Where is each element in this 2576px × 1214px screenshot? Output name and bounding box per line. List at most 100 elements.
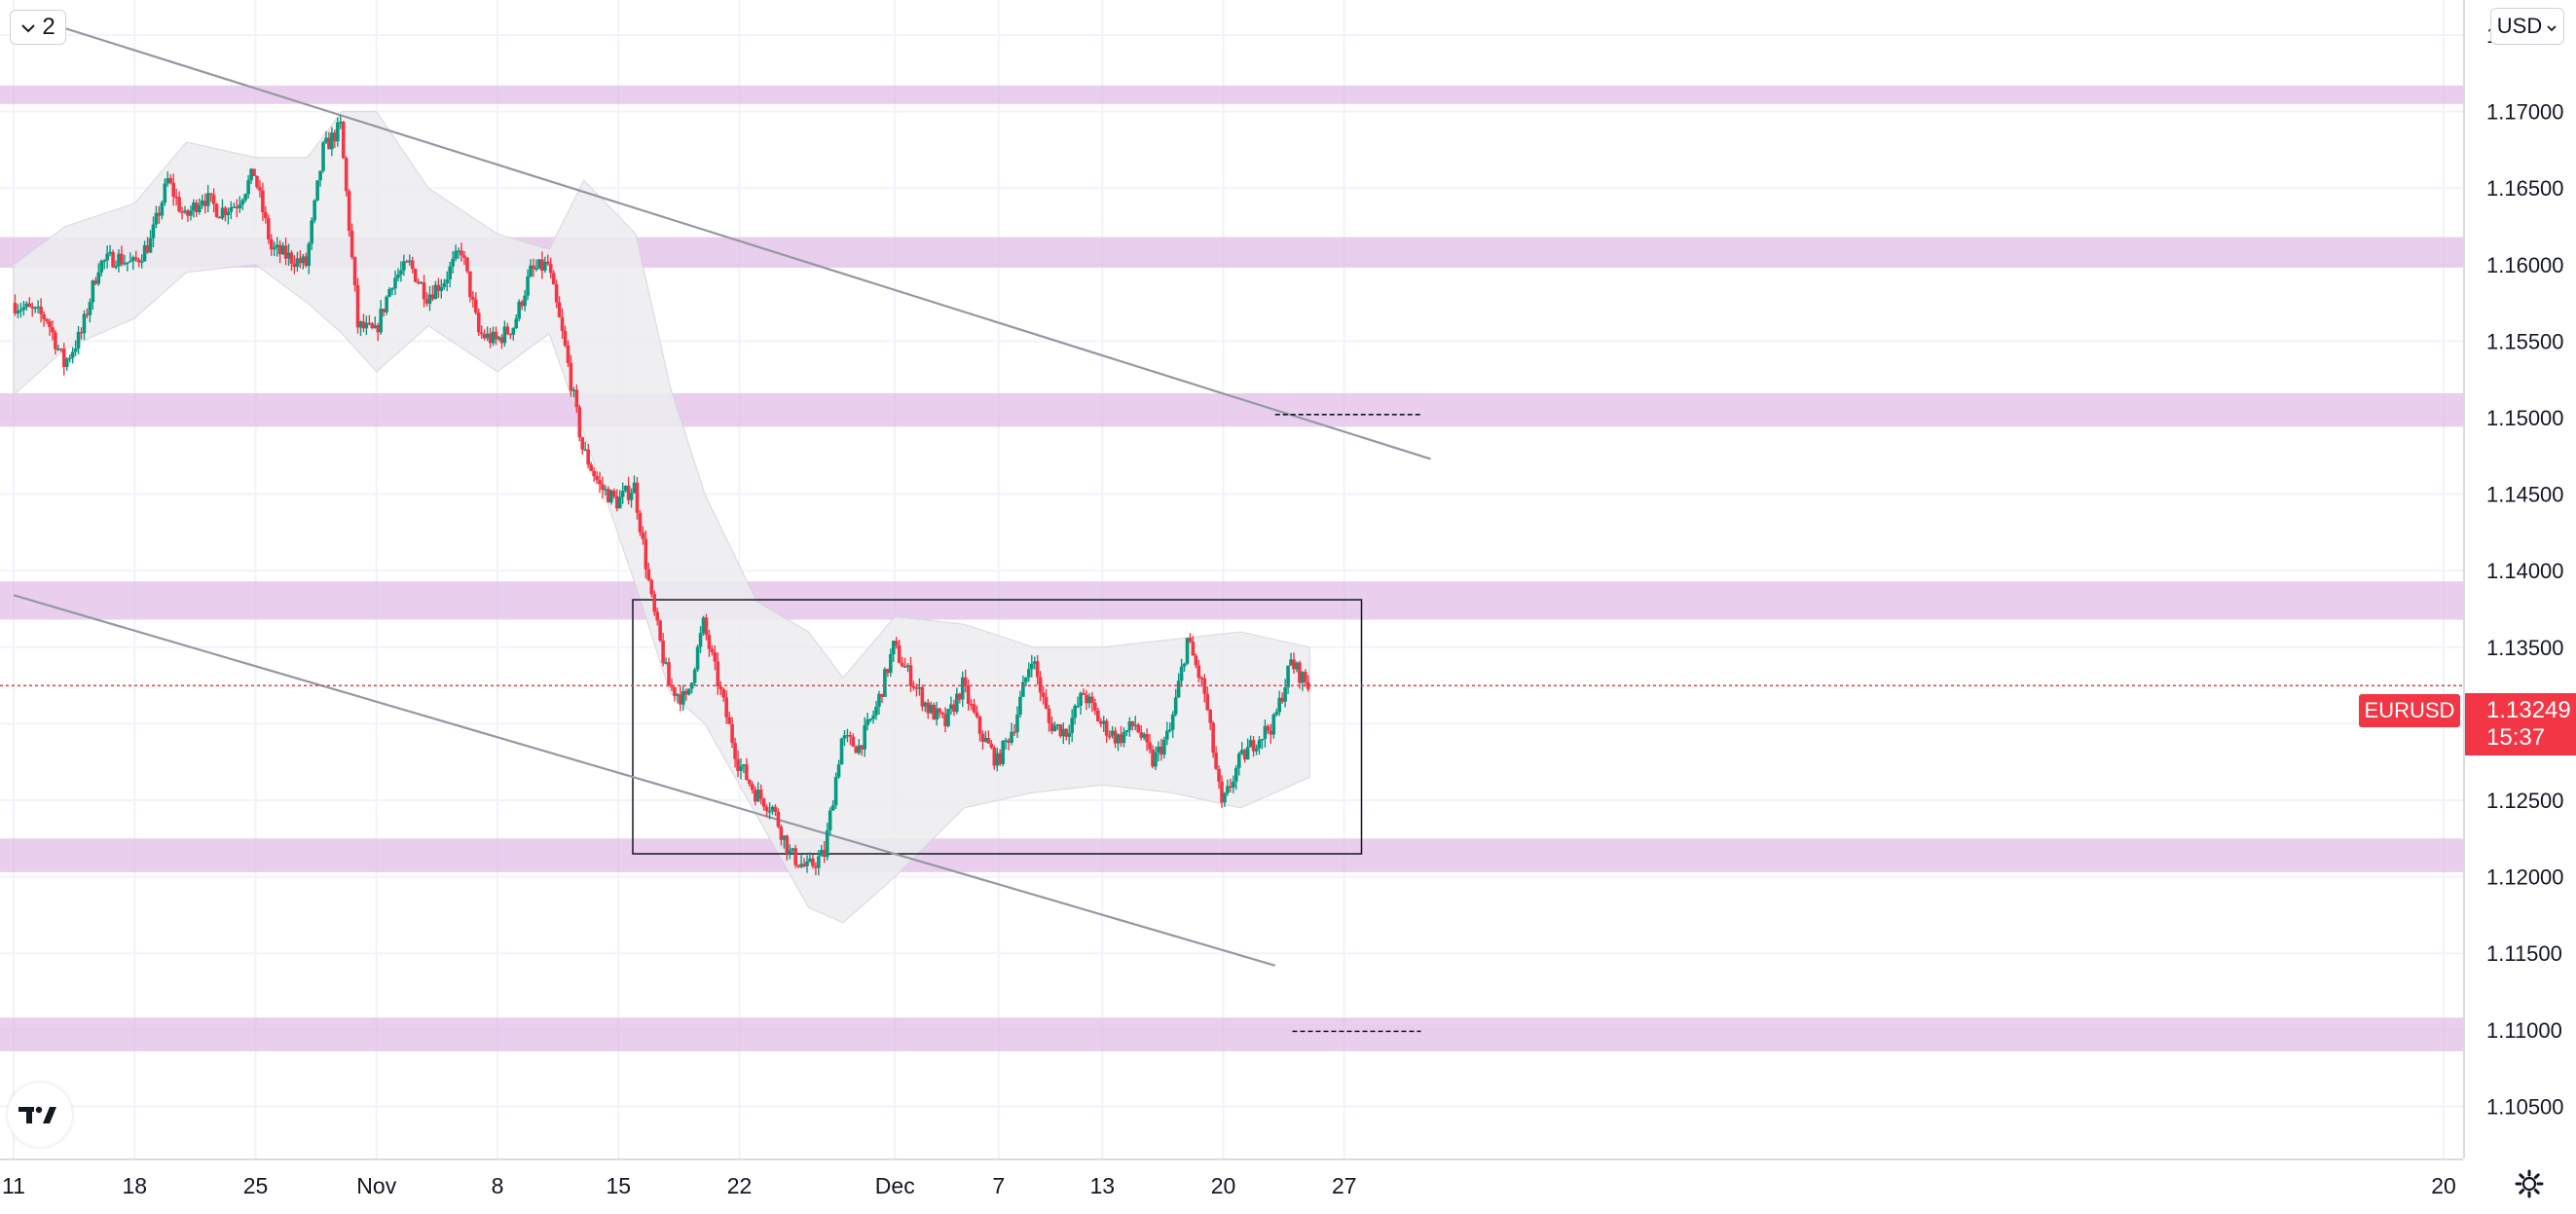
- time-tick-label: 11: [2, 1173, 25, 1198]
- candle-body: [938, 708, 941, 713]
- time-tick-label: 13: [1089, 1173, 1115, 1198]
- candle-body: [413, 269, 418, 282]
- candle-body: [770, 806, 775, 812]
- candle-body: [609, 490, 613, 503]
- currency-selector-button[interactable]: USD: [2490, 8, 2564, 45]
- candle-body: [27, 303, 32, 308]
- candle-body: [1179, 666, 1184, 681]
- candle-body: [902, 666, 907, 668]
- candle-body: [1295, 662, 1299, 670]
- price-tick-label: 1.10500: [2486, 1094, 2564, 1119]
- candle-body: [1182, 663, 1187, 667]
- candle-body: [139, 261, 144, 263]
- time-tick-label: 15: [606, 1173, 631, 1198]
- candle-body: [261, 190, 265, 212]
- candle-body: [1170, 714, 1175, 730]
- candle-body: [482, 334, 487, 339]
- candle-body: [830, 805, 835, 811]
- candle-body: [471, 297, 475, 300]
- candle-body: [1159, 746, 1163, 755]
- time-tick-label: 20: [2431, 1173, 2456, 1198]
- candle-body: [396, 275, 400, 278]
- candle-body: [1148, 742, 1152, 750]
- candle-body: [1232, 781, 1235, 789]
- candle-body: [1001, 740, 1005, 764]
- candle-body: [1130, 720, 1135, 727]
- candle-body: [1199, 678, 1204, 680]
- candle-body: [1104, 720, 1109, 736]
- tradingview-logo-icon[interactable]: [8, 1083, 72, 1147]
- candle-body: [240, 200, 244, 205]
- candle-body: [589, 464, 593, 471]
- interval-selector-button[interactable]: 2: [10, 10, 66, 45]
- candle-body: [923, 702, 928, 707]
- candle-body: [142, 245, 147, 262]
- candle-body: [880, 693, 884, 697]
- candle-body: [940, 712, 944, 715]
- time-scale[interactable]: 11 18 25 Nov 8 15 22 Dec 7 13 20 27 20: [0, 1159, 2463, 1209]
- candle-body: [424, 299, 429, 304]
- candle-body: [485, 333, 490, 339]
- candle-body: [108, 251, 112, 254]
- candle-body: [767, 811, 772, 813]
- candle-body: [163, 183, 167, 203]
- candle-body: [508, 333, 513, 336]
- price-scale[interactable]: 1.175001.170001.165001.160001.155001.150…: [2463, 0, 2576, 1159]
- candle-body: [352, 257, 357, 285]
- chart-pane[interactable]: [0, 0, 2463, 1159]
- price-tick-label: 1.11000: [2486, 1018, 2562, 1043]
- candle-body: [943, 714, 947, 726]
- candle-body: [1229, 786, 1233, 789]
- time-tick-label: 7: [992, 1173, 1005, 1198]
- candle-body: [399, 270, 403, 276]
- support-resistance-zone: [0, 392, 2463, 427]
- candle-body: [445, 278, 450, 283]
- candle-body: [344, 158, 349, 192]
- candle-body: [891, 641, 896, 655]
- candle-body: [554, 284, 559, 303]
- candle-body: [1266, 725, 1270, 731]
- candle-body: [56, 349, 60, 350]
- candle-body: [1035, 661, 1040, 678]
- support-resistance-zone: [0, 838, 2463, 872]
- candle-body: [721, 688, 726, 698]
- candle-body: [48, 320, 52, 328]
- candle-body: [1122, 732, 1126, 744]
- price-tick-label: 1.14000: [2486, 559, 2564, 583]
- price-chart[interactable]: [0, 0, 2463, 1159]
- candle-body: [91, 280, 95, 303]
- last-price-value: 1.13249: [2486, 697, 2571, 723]
- trendline: [13, 11, 1431, 460]
- candle-body: [289, 252, 294, 264]
- range-box: [632, 599, 1363, 855]
- candle-body: [1269, 730, 1273, 735]
- candle-body: [960, 677, 965, 700]
- candle-body: [33, 307, 37, 310]
- candle-body: [286, 252, 291, 259]
- time-tick-label: 27: [1332, 1173, 1357, 1198]
- candle-body: [393, 277, 397, 289]
- candle-body: [822, 849, 827, 857]
- candle-body: [1301, 672, 1305, 683]
- candle-body: [59, 349, 63, 350]
- candle-body: [238, 204, 242, 209]
- candle-body: [764, 806, 769, 812]
- candle-body: [1049, 722, 1054, 732]
- candle-body: [1136, 724, 1141, 733]
- support-resistance-zone: [0, 581, 2463, 620]
- settings-gear-icon[interactable]: [2510, 1164, 2549, 1203]
- candle-body: [474, 299, 478, 313]
- time-tick-label: 25: [243, 1173, 269, 1198]
- candle-body: [497, 337, 501, 340]
- candle-body: [532, 265, 535, 270]
- candle-body: [889, 654, 893, 674]
- candle-body: [817, 856, 821, 868]
- candle-body: [842, 735, 847, 739]
- candle-body: [736, 758, 740, 771]
- candle-body: [39, 306, 43, 314]
- time-tick-label: Dec: [875, 1173, 915, 1198]
- candle-body: [871, 715, 875, 719]
- candle-body: [148, 238, 153, 253]
- candle-body: [220, 207, 225, 219]
- candle-body: [1151, 749, 1155, 767]
